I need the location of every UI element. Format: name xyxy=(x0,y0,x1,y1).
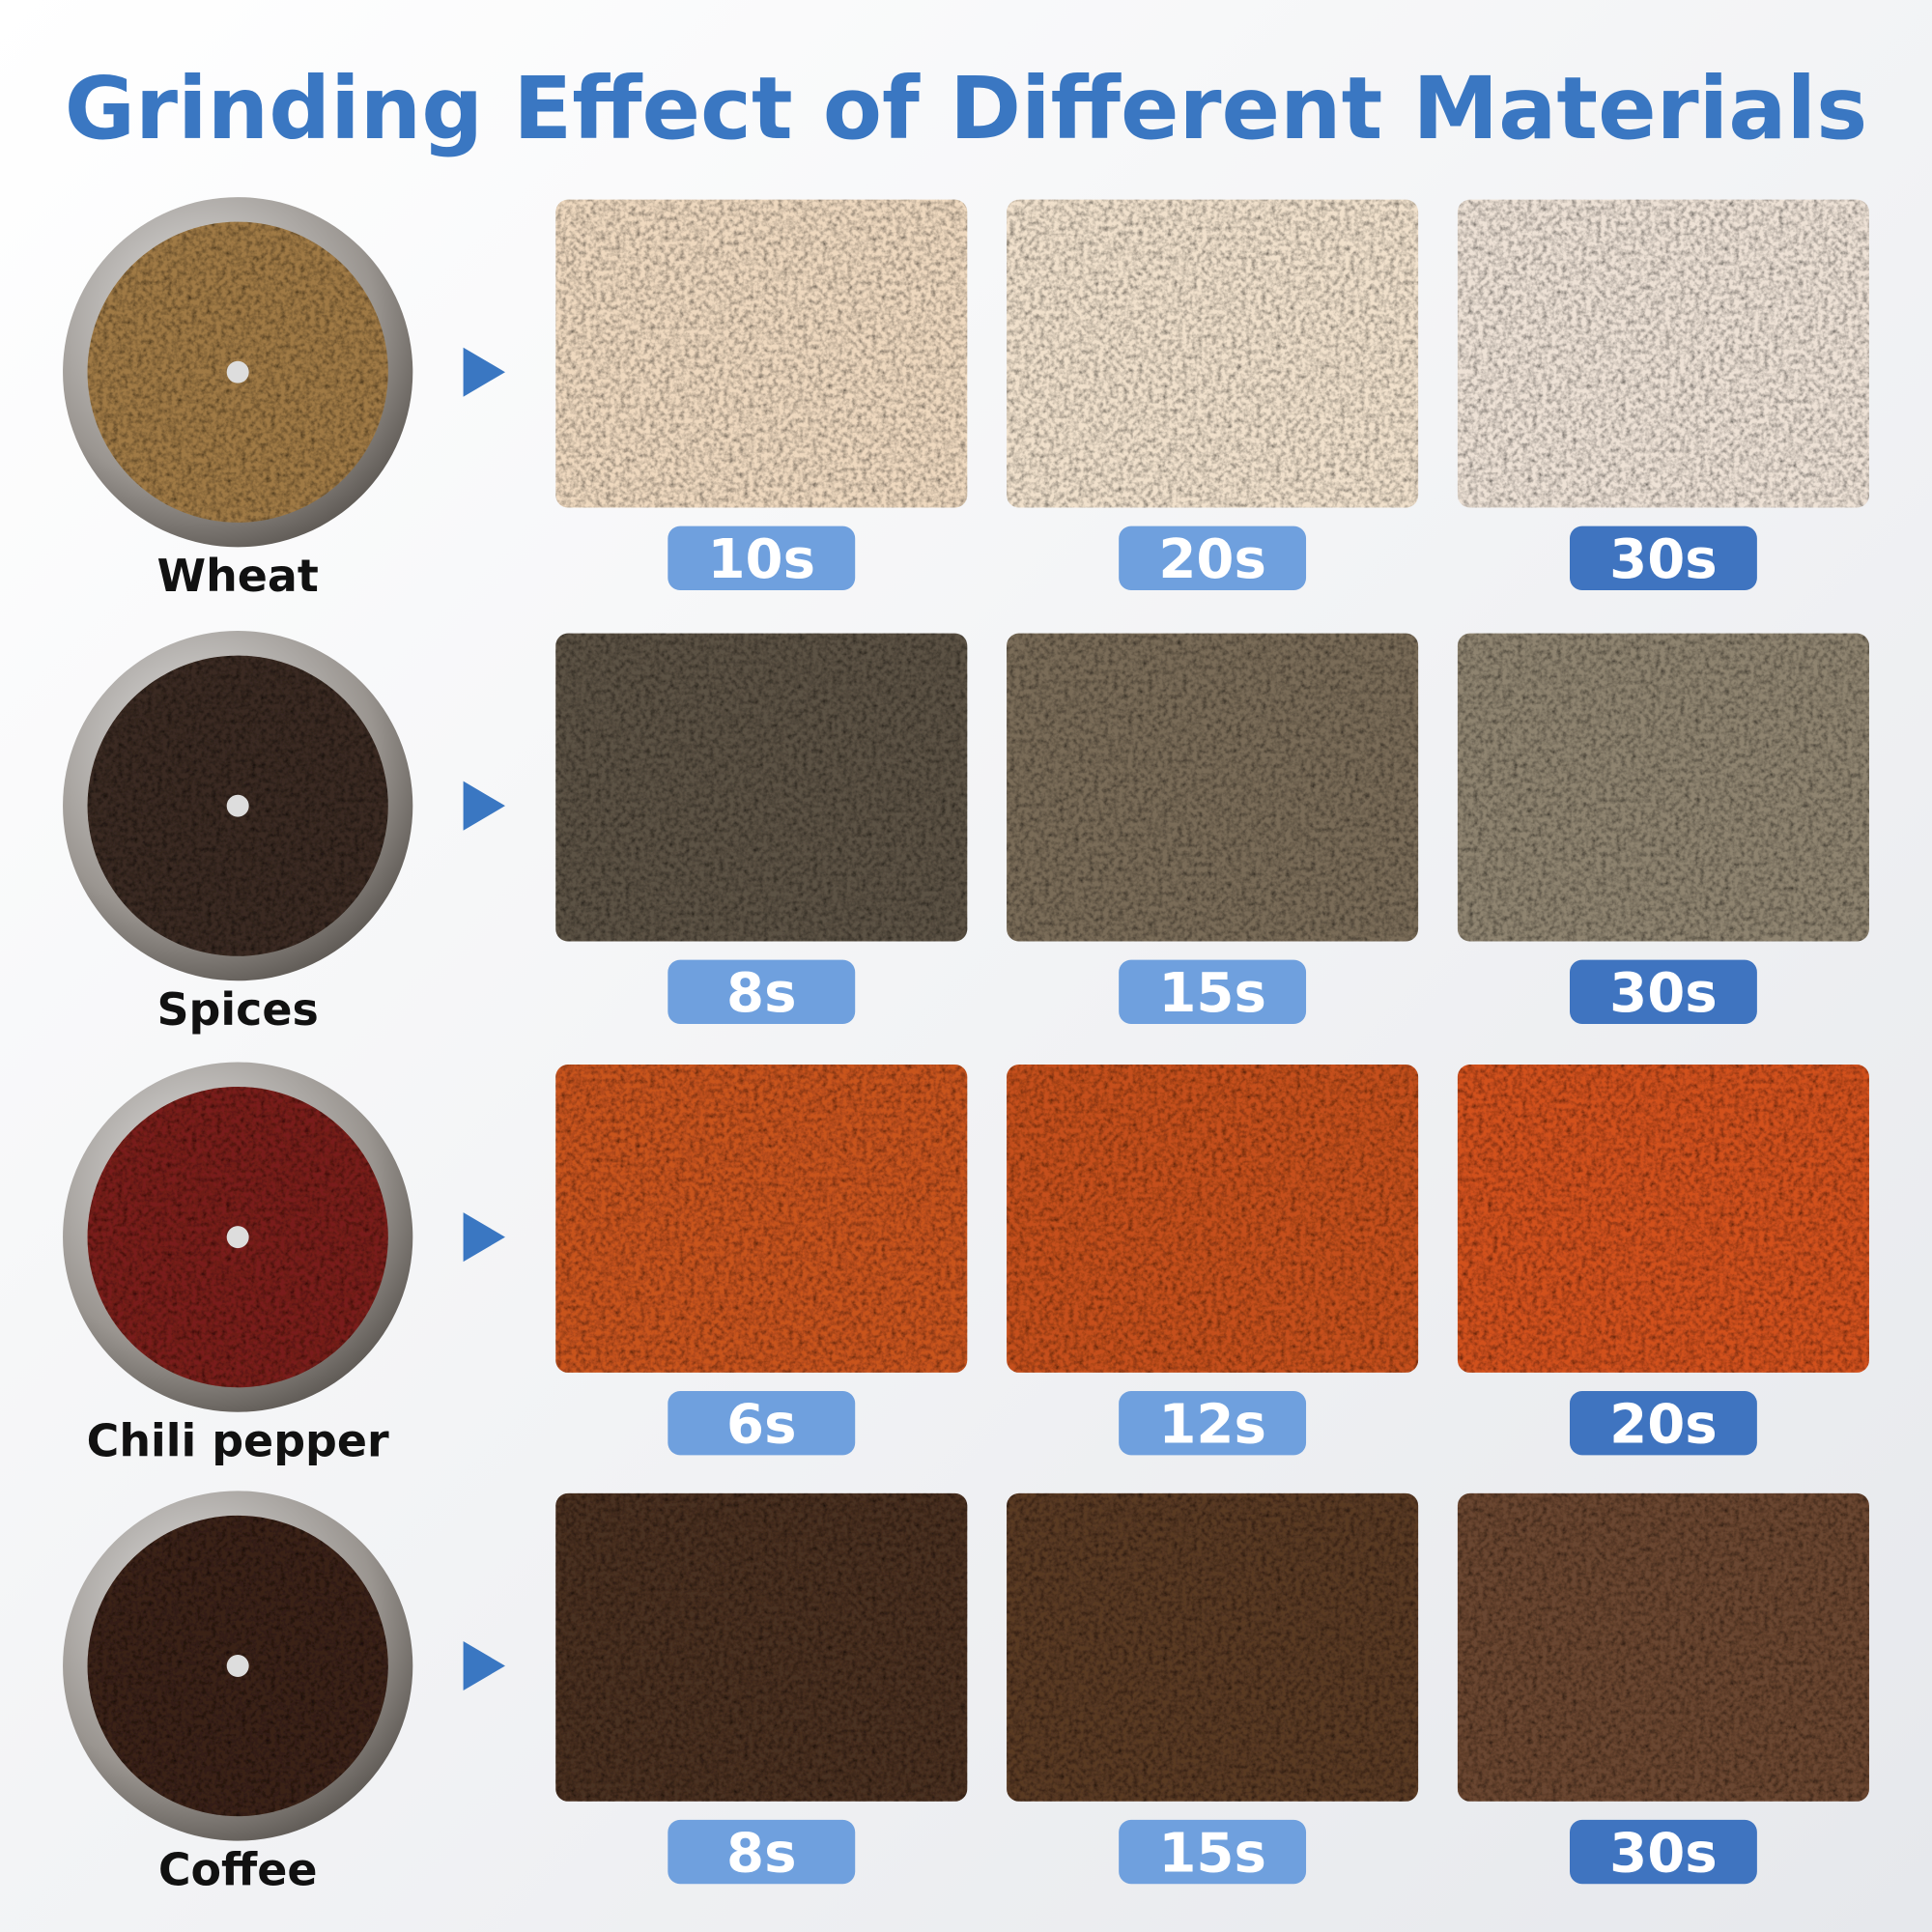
result-photo xyxy=(555,199,968,508)
result-photo xyxy=(1457,1065,1869,1373)
time-badge xyxy=(1119,1391,1307,1456)
time-badge xyxy=(668,959,856,1024)
arrow xyxy=(463,781,505,831)
title: Grinding Effect of Different Materials xyxy=(65,59,1867,159)
time-label: 8s xyxy=(726,962,796,1025)
result-photo xyxy=(1007,1492,1419,1802)
result-photo xyxy=(1457,1492,1869,1802)
time-label: 8s xyxy=(726,1823,796,1886)
time-label: 30s xyxy=(1609,1823,1717,1886)
time-badge xyxy=(1119,959,1307,1024)
material-row: Chili pepper 6s 12s 20s xyxy=(63,1062,1869,1467)
time-label: 6s xyxy=(726,1394,796,1457)
result-photo xyxy=(1007,199,1419,508)
result-photo xyxy=(1457,633,1869,942)
material-name: Coffee xyxy=(158,1844,318,1896)
time-badge xyxy=(1119,526,1307,590)
time-label: 15s xyxy=(1158,1823,1265,1886)
arrow xyxy=(463,1212,505,1263)
result-photo xyxy=(555,633,968,942)
result-photo xyxy=(1457,199,1869,508)
time-badge xyxy=(1570,526,1757,590)
time-badge xyxy=(1570,959,1757,1024)
time-badge xyxy=(1119,1819,1307,1885)
time-label: 15s xyxy=(1158,962,1265,1025)
time-badge xyxy=(668,526,856,590)
material-row: Wheat 10s 20s 30s xyxy=(63,197,1869,602)
result-photo xyxy=(1007,633,1419,942)
result-photo xyxy=(555,1065,968,1373)
material-row: Spices 8s 15s 30s xyxy=(63,631,1869,1036)
material-name: Chili pepper xyxy=(87,1415,389,1467)
time-badge xyxy=(668,1391,856,1456)
blade-hub xyxy=(226,1655,249,1677)
material-name: Wheat xyxy=(156,550,318,602)
material-name: Spices xyxy=(157,983,319,1036)
time-label: 10s xyxy=(708,528,815,591)
material-row: Coffee 8s 15s 30s xyxy=(63,1491,1869,1896)
time-label: 30s xyxy=(1609,528,1717,591)
time-label: 20s xyxy=(1158,528,1265,591)
time-badge xyxy=(668,1819,856,1885)
result-photo xyxy=(1007,1065,1419,1373)
time-label: 20s xyxy=(1609,1394,1717,1457)
time-badge xyxy=(1570,1819,1757,1885)
blade-hub xyxy=(226,794,249,817)
time-label: 12s xyxy=(1158,1394,1265,1457)
time-label: 30s xyxy=(1609,962,1717,1025)
arrow xyxy=(463,347,505,397)
arrow xyxy=(463,1640,505,1690)
blade-hub xyxy=(226,1226,249,1249)
blade-hub xyxy=(226,360,249,384)
time-badge xyxy=(1570,1391,1757,1456)
result-photo xyxy=(555,1492,968,1802)
